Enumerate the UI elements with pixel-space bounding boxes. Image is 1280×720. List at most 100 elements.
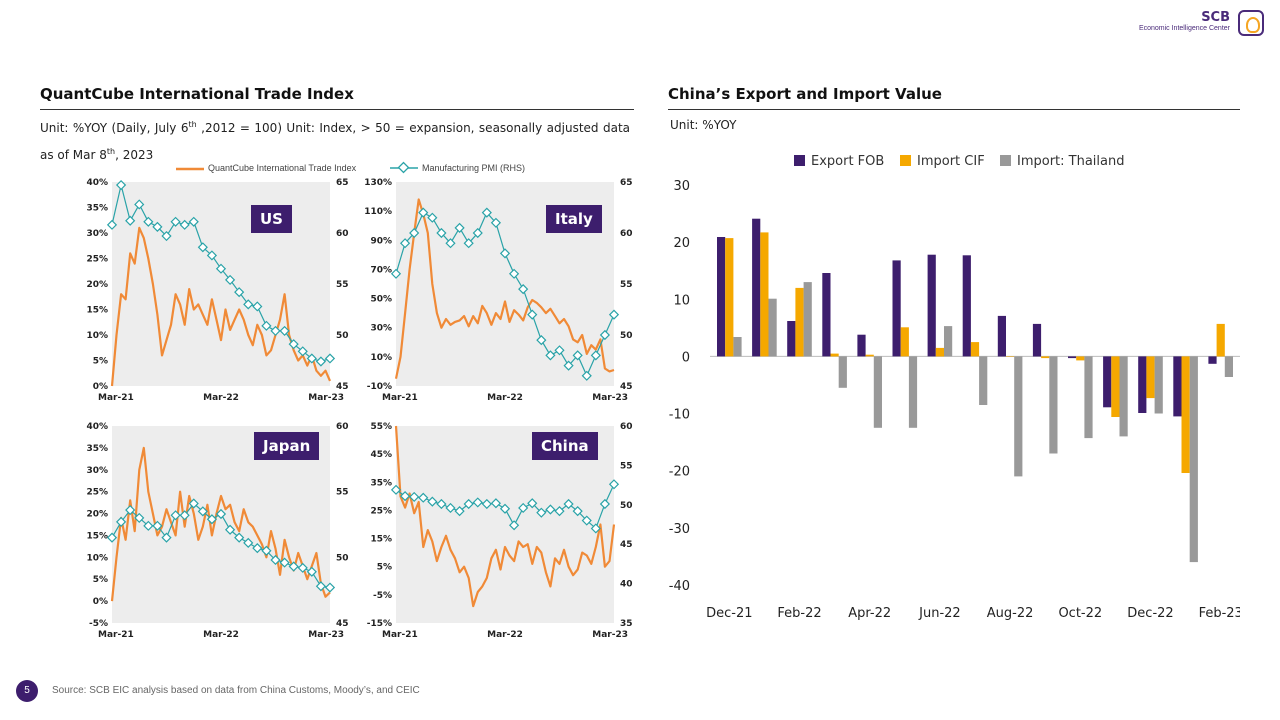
china-right-tick-label: 40: [620, 580, 633, 590]
china-right-tick-label: 45: [620, 540, 633, 550]
japan-pmi-point: [197, 506, 208, 517]
italy-pmi-point: [572, 350, 583, 361]
japan-left-tick-label: 20%: [86, 510, 108, 520]
italy-quantcube-line: [394, 198, 615, 379]
italy-pmi-point: [518, 284, 529, 295]
china-pmi-point: [463, 498, 474, 510]
x-tick-label: Dec-21: [706, 606, 752, 621]
japan-pmi-point: [315, 581, 327, 592]
japan-chart: -5% 0% 5% 10% 15% 20% 25% 30% 35% 40% 45 50 55 60 Mar-…: [86, 422, 349, 640]
italy-right-tick-label: 65: [620, 178, 633, 188]
page-number-badge: 5: [16, 680, 38, 702]
bar-import-cif: [1041, 356, 1050, 359]
japan-right-tick-label: 55: [336, 488, 349, 498]
bar-export-fob: [822, 273, 831, 357]
bar-export-fob: [1032, 323, 1042, 357]
china-pmi-point: [409, 491, 420, 503]
legend-label: Export FOB: [811, 154, 884, 169]
legend-pmi-swatch: [390, 161, 418, 174]
source-note: Source: SCB EIC analysis based on data f…: [52, 685, 420, 696]
x-tick-label: Oct-22: [1058, 606, 1102, 621]
china-pmi-point: [563, 498, 574, 510]
bar-import-cif: [725, 238, 734, 357]
legend-swatch: [1000, 155, 1011, 166]
right-title-rule: [668, 109, 1240, 110]
us-pmi-point: [297, 346, 308, 357]
china-left-tick-label: 25%: [370, 506, 392, 516]
us-left-tick-label: 15%: [86, 306, 108, 316]
china-left-tick-label: 55%: [370, 422, 392, 432]
japan-pmi-point: [215, 508, 227, 520]
us-pmi-point: [115, 179, 127, 191]
us-pmi-point: [252, 301, 263, 312]
china-pmi-point: [572, 506, 583, 517]
italy-label: Italy: [546, 205, 602, 233]
bar-export-fob: [752, 218, 761, 357]
x-tick-label: Apr-22: [848, 606, 891, 621]
china-left-tick-label: 45%: [370, 450, 392, 460]
japan-pmi-point: [261, 545, 272, 556]
china-left-tick-label: 35%: [370, 478, 392, 488]
japan-pmi-point: [224, 524, 236, 535]
bar-import-cif: [900, 327, 909, 357]
bar-export-fob: [1103, 356, 1112, 408]
japan-pmi-point: [170, 510, 181, 521]
china-left-tick-label: 5%: [377, 563, 392, 573]
right-unit-note: Unit: %YOY: [670, 118, 737, 132]
legend-label: Import: Thailand: [1017, 154, 1125, 169]
y-tick-label: 30: [673, 179, 690, 194]
italy-pmi-point: [418, 207, 429, 218]
bar-import-cif: [1076, 356, 1085, 361]
italy-right-tick-label: 45: [620, 382, 633, 392]
us-pmi-point: [143, 216, 154, 227]
bar-import-thailand: [1119, 356, 1128, 437]
y-tick-label: -30: [669, 522, 690, 537]
china-pmi-point: [472, 497, 483, 508]
japan-left-tick-label: 25%: [86, 488, 108, 498]
japan-right-tick-label: 60: [336, 422, 349, 432]
china-left-tick-label: -5%: [373, 591, 392, 601]
bar-import-cif: [1111, 356, 1120, 417]
left-title-rule: [40, 109, 634, 110]
japan-left-tick-label: -5%: [89, 619, 108, 629]
japan-pmi-point: [188, 498, 199, 509]
us-left-tick-label: 0%: [93, 382, 108, 392]
us-pmi-point: [261, 320, 272, 331]
y-tick-label: 20: [673, 236, 690, 251]
japan-pmi-point: [252, 543, 263, 554]
x-tick-label: Dec-22: [1127, 606, 1173, 621]
us-pmi-point: [152, 221, 163, 232]
bar-import-thailand: [1189, 356, 1198, 563]
legend-swatch: [900, 155, 911, 166]
bar-export-fob: [787, 321, 796, 357]
italy-pmi-point: [436, 227, 447, 239]
japan-pmi-point: [143, 520, 154, 531]
china-pmi-point: [427, 496, 438, 507]
italy-pmi-point: [599, 329, 611, 341]
china-pmi-point: [590, 523, 601, 534]
china-pmi-point: [418, 492, 429, 503]
us-pmi-point: [188, 216, 199, 227]
china-right-tick-label: 35: [620, 619, 633, 629]
japan-left-tick-label: 15%: [86, 531, 108, 541]
unit-sup-b: th: [106, 147, 116, 156]
us-left-tick-label: 20%: [86, 280, 108, 290]
italy-pmi-point: [508, 268, 520, 279]
x-tick-label: Jun-22: [918, 606, 961, 621]
us-right-tick-label: 65: [336, 178, 349, 188]
japan-pmi-point: [125, 504, 136, 516]
china-pmi-point: [545, 504, 556, 515]
japan-pmi-point: [234, 532, 245, 543]
italy-left-tick-label: 70%: [370, 265, 392, 275]
italy-pmi-point: [581, 370, 592, 381]
bar-export-fob: [1068, 356, 1077, 359]
italy-left-tick-label: 10%: [370, 353, 392, 363]
china-pmi-point: [445, 502, 456, 514]
us-right-tick-label: 60: [336, 229, 349, 239]
brand-name: SCB: [1201, 10, 1230, 25]
japan-pmi-point: [243, 537, 254, 548]
japan-pmi-point: [288, 561, 299, 572]
bar-import-cif: [935, 347, 944, 357]
italy-pmi-point: [563, 360, 574, 371]
bar-import-thailand: [733, 337, 742, 357]
